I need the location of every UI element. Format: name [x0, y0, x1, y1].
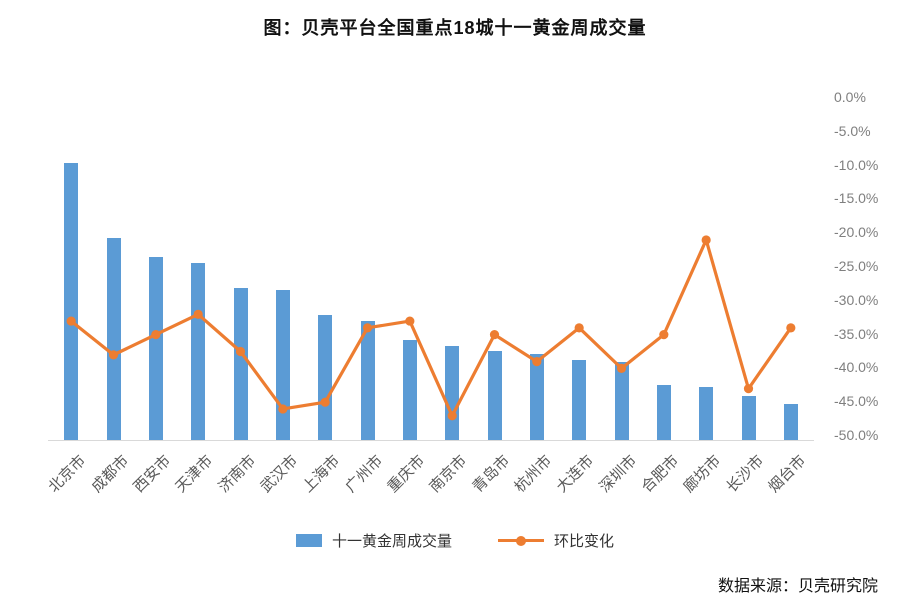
data-source: 数据来源：贝壳研究院 — [717, 578, 878, 595]
bar — [360, 320, 375, 440]
bar — [656, 384, 671, 440]
bar — [529, 354, 544, 440]
right-axis-tick-label: -25.0% — [834, 258, 879, 274]
bar — [445, 345, 460, 440]
bar — [106, 237, 121, 440]
right-axis-tick-label: -15.0% — [834, 190, 879, 207]
bar — [487, 351, 502, 440]
bar — [64, 163, 79, 440]
bar — [402, 340, 417, 440]
right-axis-tick-label: -20.0% — [834, 224, 879, 241]
bar — [148, 257, 163, 440]
bar — [572, 359, 587, 440]
bar — [699, 387, 714, 440]
right-axis-tick-label: -50.0% — [834, 427, 879, 443]
right-axis-tick-label: -35.0% — [834, 325, 879, 342]
bar — [275, 290, 290, 440]
chart-title: 图：贝壳平台全国重点18城十一黄金周成交量 — [263, 18, 647, 38]
right-axis-tick-label: -10.0% — [834, 156, 879, 173]
bar-series-swatch-icon — [295, 534, 322, 547]
line-marker-icon — [516, 535, 526, 546]
bar — [783, 403, 798, 440]
bar — [318, 315, 333, 440]
bar — [741, 395, 756, 440]
bar — [191, 262, 206, 440]
right-axis-tick-label: 0.0% — [834, 89, 866, 105]
legend-line-label: 环比变化 — [554, 533, 615, 550]
x-axis-line — [48, 440, 814, 441]
legend-item-line: 环比变化 — [498, 530, 614, 551]
line-point — [743, 384, 754, 394]
line-point — [659, 330, 669, 340]
right-axis-tick-label: -30.0% — [834, 291, 879, 308]
line-point — [489, 330, 500, 340]
line-point — [574, 323, 584, 333]
line-point — [701, 235, 711, 245]
legend: 十一黄金周成交量 环比变化 — [0, 530, 910, 551]
legend-item-bars: 十一黄金周成交量 — [295, 530, 452, 551]
line-point — [405, 316, 415, 326]
right-axis-tick-label: -5.0% — [834, 122, 871, 139]
line-point — [786, 323, 796, 333]
bar — [614, 362, 629, 440]
line-series-swatch-icon — [498, 535, 544, 546]
legend-bars-label: 十一黄金周成交量 — [331, 533, 452, 550]
right-axis-tick-label: -40.0% — [834, 359, 879, 376]
line-series — [70, 238, 793, 418]
right-axis-tick-label: -45.0% — [834, 393, 879, 410]
bar — [233, 287, 248, 440]
